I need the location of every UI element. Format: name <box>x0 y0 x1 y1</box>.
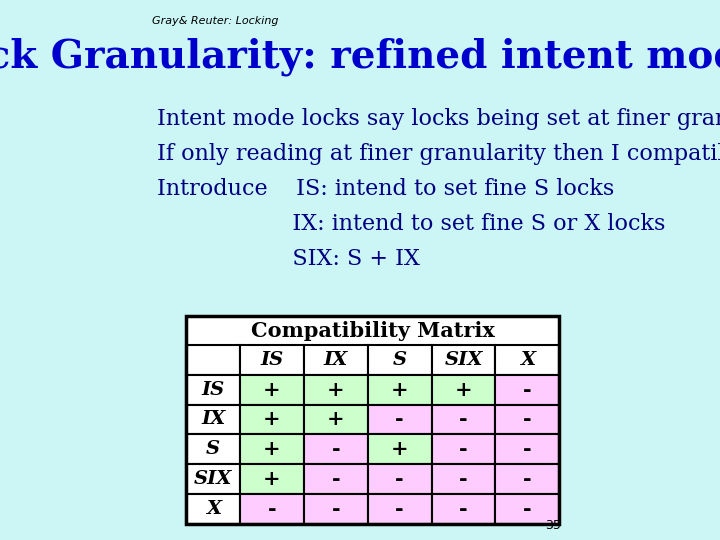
Bar <box>186 464 240 494</box>
Bar <box>186 404 240 434</box>
Bar <box>304 494 368 524</box>
Bar <box>431 464 495 494</box>
Bar <box>240 345 304 375</box>
Text: Lock Granularity: refined intent modes: Lock Granularity: refined intent modes <box>0 38 720 76</box>
Bar <box>431 375 495 404</box>
Text: IX: intend to set fine S or X locks: IX: intend to set fine S or X locks <box>157 213 665 235</box>
Text: -: - <box>331 469 340 489</box>
Text: -: - <box>395 499 404 519</box>
Bar <box>186 316 559 524</box>
Bar <box>304 404 368 434</box>
Bar <box>304 345 368 375</box>
Bar <box>495 434 559 464</box>
Bar <box>368 345 431 375</box>
Text: Compatibility Matrix: Compatibility Matrix <box>251 321 495 341</box>
Bar <box>495 494 559 524</box>
Text: -: - <box>331 439 340 459</box>
Text: SIX: S + IX: SIX: S + IX <box>157 248 420 271</box>
Bar <box>495 404 559 434</box>
Bar <box>186 434 240 464</box>
Text: IX: IX <box>201 410 225 428</box>
Bar <box>240 434 304 464</box>
Bar <box>368 404 431 434</box>
Bar <box>431 345 495 375</box>
Bar <box>495 464 559 494</box>
Text: -: - <box>459 469 468 489</box>
Text: S: S <box>206 440 220 458</box>
Text: SIX: SIX <box>194 470 233 488</box>
Text: +: + <box>327 380 345 400</box>
Text: +: + <box>264 469 281 489</box>
Bar <box>368 434 431 464</box>
Bar <box>431 494 495 524</box>
Text: -: - <box>395 409 404 429</box>
Text: -: - <box>331 499 340 519</box>
Bar <box>368 464 431 494</box>
Text: +: + <box>327 409 345 429</box>
Bar <box>304 464 368 494</box>
Bar <box>431 434 495 464</box>
Text: +: + <box>264 409 281 429</box>
Bar <box>240 404 304 434</box>
Bar <box>495 375 559 404</box>
Text: -: - <box>523 409 531 429</box>
Text: +: + <box>391 439 408 459</box>
Text: IS: IS <box>261 351 284 369</box>
Text: -: - <box>459 409 468 429</box>
Text: S: S <box>392 351 407 369</box>
Bar <box>431 404 495 434</box>
Bar <box>495 345 559 375</box>
Text: +: + <box>264 380 281 400</box>
Text: -: - <box>459 439 468 459</box>
Bar <box>186 375 240 404</box>
Bar <box>304 375 368 404</box>
Text: IS: IS <box>202 381 225 399</box>
Text: +: + <box>454 380 472 400</box>
Text: -: - <box>523 439 531 459</box>
Text: Intent mode locks say locks being set at finer granularity: Intent mode locks say locks being set at… <box>157 108 720 130</box>
Text: -: - <box>268 499 276 519</box>
Text: IX: IX <box>324 351 348 369</box>
Text: +: + <box>264 439 281 459</box>
Bar <box>368 494 431 524</box>
Text: X: X <box>520 351 535 369</box>
Text: 35: 35 <box>546 519 562 532</box>
Text: +: + <box>391 380 408 400</box>
Text: Introduce    IS: intend to set fine S locks: Introduce IS: intend to set fine S locks <box>157 178 614 200</box>
Bar <box>240 464 304 494</box>
Text: Gray& Reuter: Locking: Gray& Reuter: Locking <box>153 16 279 26</box>
Bar <box>304 434 368 464</box>
Bar <box>186 316 559 345</box>
Text: -: - <box>523 380 531 400</box>
Bar <box>240 494 304 524</box>
Bar <box>368 375 431 404</box>
Text: -: - <box>395 469 404 489</box>
Bar <box>240 375 304 404</box>
Text: -: - <box>523 469 531 489</box>
Text: SIX: SIX <box>444 351 482 369</box>
Bar <box>186 345 240 375</box>
Text: X: X <box>206 500 221 518</box>
Text: -: - <box>459 499 468 519</box>
Text: If only reading at finer granularity then I compatible with S.: If only reading at finer granularity the… <box>157 143 720 165</box>
Text: -: - <box>523 499 531 519</box>
Bar <box>186 494 240 524</box>
